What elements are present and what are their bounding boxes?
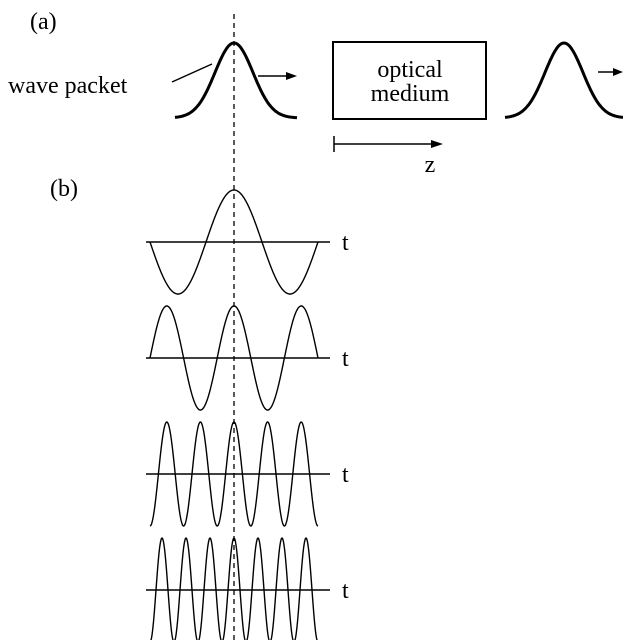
output-direction-arrowhead xyxy=(613,68,623,76)
time-axis-label-4: t xyxy=(342,578,349,604)
wave-series-group: t t t t xyxy=(146,190,349,640)
z-axis-arrowhead xyxy=(431,140,443,148)
input-direction-arrowhead xyxy=(286,72,297,80)
time-axis-label-3: t xyxy=(342,462,349,488)
input-pulse xyxy=(175,43,297,118)
panel-a-label: (a) xyxy=(30,9,57,35)
z-axis-label: z xyxy=(425,152,436,178)
medium-label-line1: optical xyxy=(377,57,443,83)
wave-packet-label: wave packet xyxy=(8,73,128,99)
medium-label-line2: medium xyxy=(371,81,450,107)
panel-b-label: (b) xyxy=(50,176,78,202)
output-pulse xyxy=(505,43,623,117)
time-axis-label-2: t xyxy=(342,346,349,372)
wave-packet-pointer xyxy=(172,64,212,82)
wave-4 xyxy=(150,538,318,640)
time-axis-label-1: t xyxy=(342,230,349,256)
